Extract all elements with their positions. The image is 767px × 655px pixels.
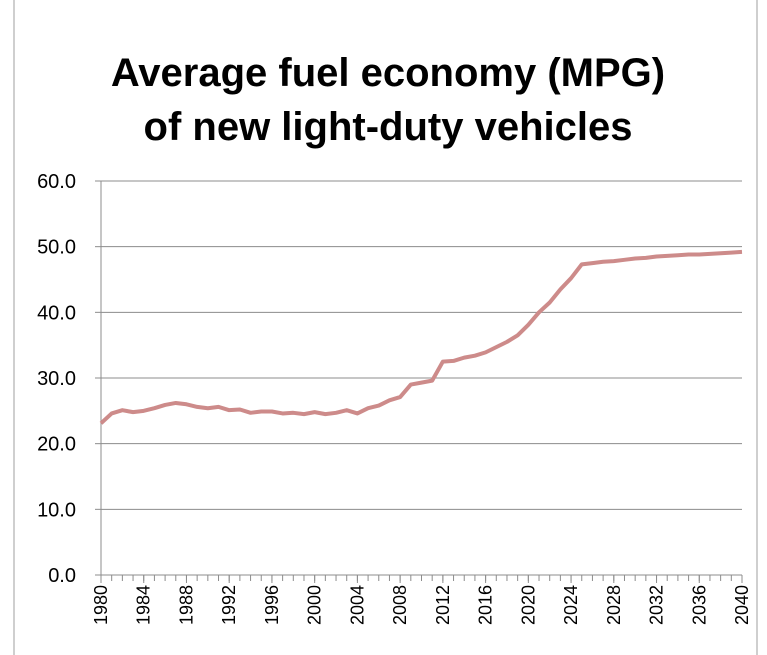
- x-tick-label: 2036: [689, 585, 709, 625]
- x-tick-label: 1992: [219, 585, 239, 625]
- x-tick-label: 1996: [262, 585, 282, 625]
- x-tick-label: 2032: [647, 585, 667, 625]
- y-tick-label: 0.0: [48, 565, 76, 587]
- x-tick-label: 2020: [518, 585, 538, 625]
- chart-border: [13, 0, 758, 655]
- y-tick-label: 50.0: [37, 237, 76, 259]
- x-tick-label: 1984: [134, 585, 154, 625]
- y-tick-label: 30.0: [37, 368, 76, 390]
- chart-title: of new light-duty vehicles: [144, 105, 633, 149]
- x-tick-label: 2028: [604, 585, 624, 625]
- x-tick-label: 2008: [390, 585, 410, 625]
- chart-title: Average fuel economy (MPG): [111, 51, 665, 95]
- y-tick-label: 20.0: [37, 434, 76, 456]
- x-tick-label: 2024: [561, 585, 581, 625]
- y-tick-label: 60.0: [37, 171, 76, 193]
- data-line: [99, 249, 743, 425]
- x-tick-label: 2000: [305, 585, 325, 625]
- x-tick-label: 2040: [732, 585, 752, 625]
- x-tick-label: 2012: [433, 585, 453, 625]
- x-tick-label: 1988: [176, 585, 196, 625]
- x-tick-label: 2004: [347, 585, 367, 625]
- y-tick-label: 10.0: [37, 499, 76, 521]
- x-tick-label: 2016: [476, 585, 496, 625]
- y-tick-label: 40.0: [37, 302, 76, 324]
- x-tick-label: 1980: [91, 585, 111, 625]
